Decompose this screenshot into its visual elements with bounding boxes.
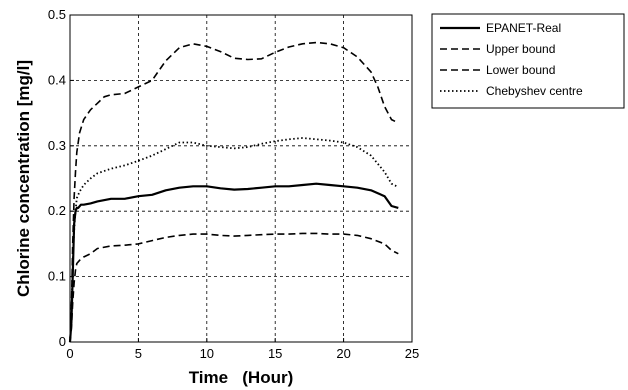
plot-frame (69, 14, 413, 343)
x-tick-label: 10 (200, 346, 214, 361)
y-tick-label: 0.1 (48, 269, 66, 284)
y-tick-label: 0.5 (48, 7, 66, 22)
x-tick-label: 15 (268, 346, 282, 361)
y-tick-label: 0 (59, 334, 66, 349)
y-tick-label: 0.2 (48, 203, 66, 218)
series-line-epanet-real (68, 182, 399, 343)
legend-box (431, 13, 625, 109)
x-tick-label: 25 (405, 346, 419, 361)
x-tick-label: 5 (135, 346, 142, 361)
y-axis-label: Chlorine concentration [mg/l] (14, 60, 33, 297)
x-tick-label: 0 (66, 346, 73, 361)
legend-label: Chebyshev centre (486, 84, 583, 98)
y-tick-label: 0.4 (48, 72, 66, 87)
tick-labels: 0 5 10 15 20 25 0 0.1 0.2 0.3 0.4 0.5 (48, 7, 419, 361)
x-tick-label: 20 (336, 346, 350, 361)
series-line-lower-bound (69, 232, 399, 343)
grid (70, 15, 412, 342)
legend-label: EPANET-Real (486, 21, 561, 35)
series-group (68, 41, 399, 343)
x-axis-label: Time (Hour) (189, 368, 294, 387)
legend-label: Lower bound (486, 63, 555, 77)
legend: EPANET-Real Upper bound Lower bound Chebysh… (431, 13, 625, 109)
y-tick-label: 0.3 (48, 138, 66, 153)
series-line-upper-bound (69, 41, 399, 343)
legend-label: Upper bound (486, 42, 555, 56)
